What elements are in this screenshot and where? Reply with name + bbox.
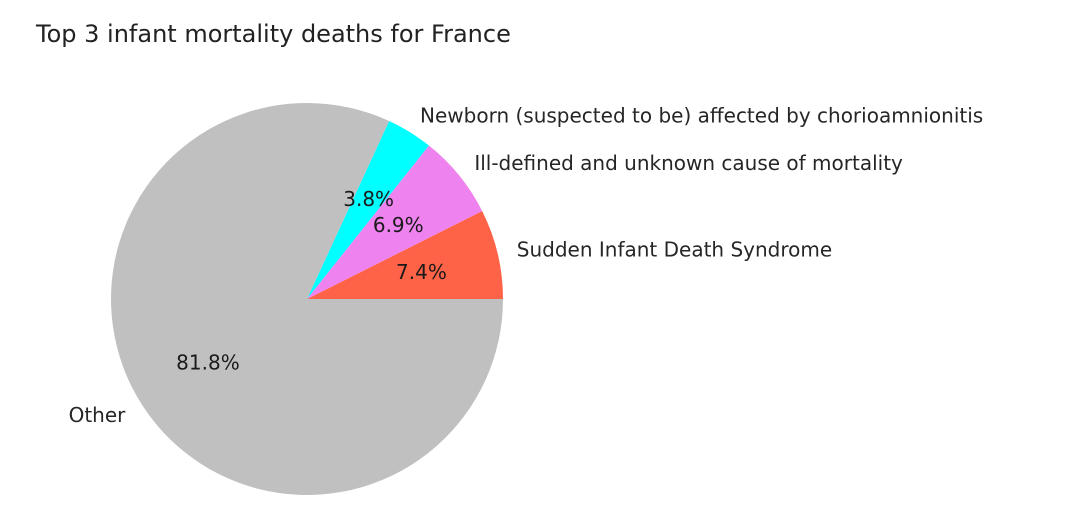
slice-percent-label: 81.8% (176, 350, 240, 374)
pie-labels: 7.4% Sudden Infant Death Syndrome 6.9% Ill-… (69, 103, 984, 427)
slice-category-label: Other (69, 403, 127, 427)
slice-category-label: Sudden Infant Death Syndrome (517, 237, 832, 261)
pie-slice (307, 145, 483, 299)
chart-title: Top 3 infant mortality deaths for France (35, 20, 511, 48)
pie-slice (307, 211, 503, 299)
slice-percent-label: 3.8% (343, 187, 394, 211)
pie-slice (307, 121, 429, 300)
pie-slices (110, 102, 503, 496)
pie-slice (110, 102, 503, 496)
slice-percent-label: 7.4% (396, 260, 447, 284)
slice-percent-label: 6.9% (373, 213, 424, 237)
slice-category-label: Newborn (suspected to be) affected by ch… (420, 103, 983, 127)
slice-category-label: Ill-defined and unknown cause of mortali… (474, 151, 903, 175)
